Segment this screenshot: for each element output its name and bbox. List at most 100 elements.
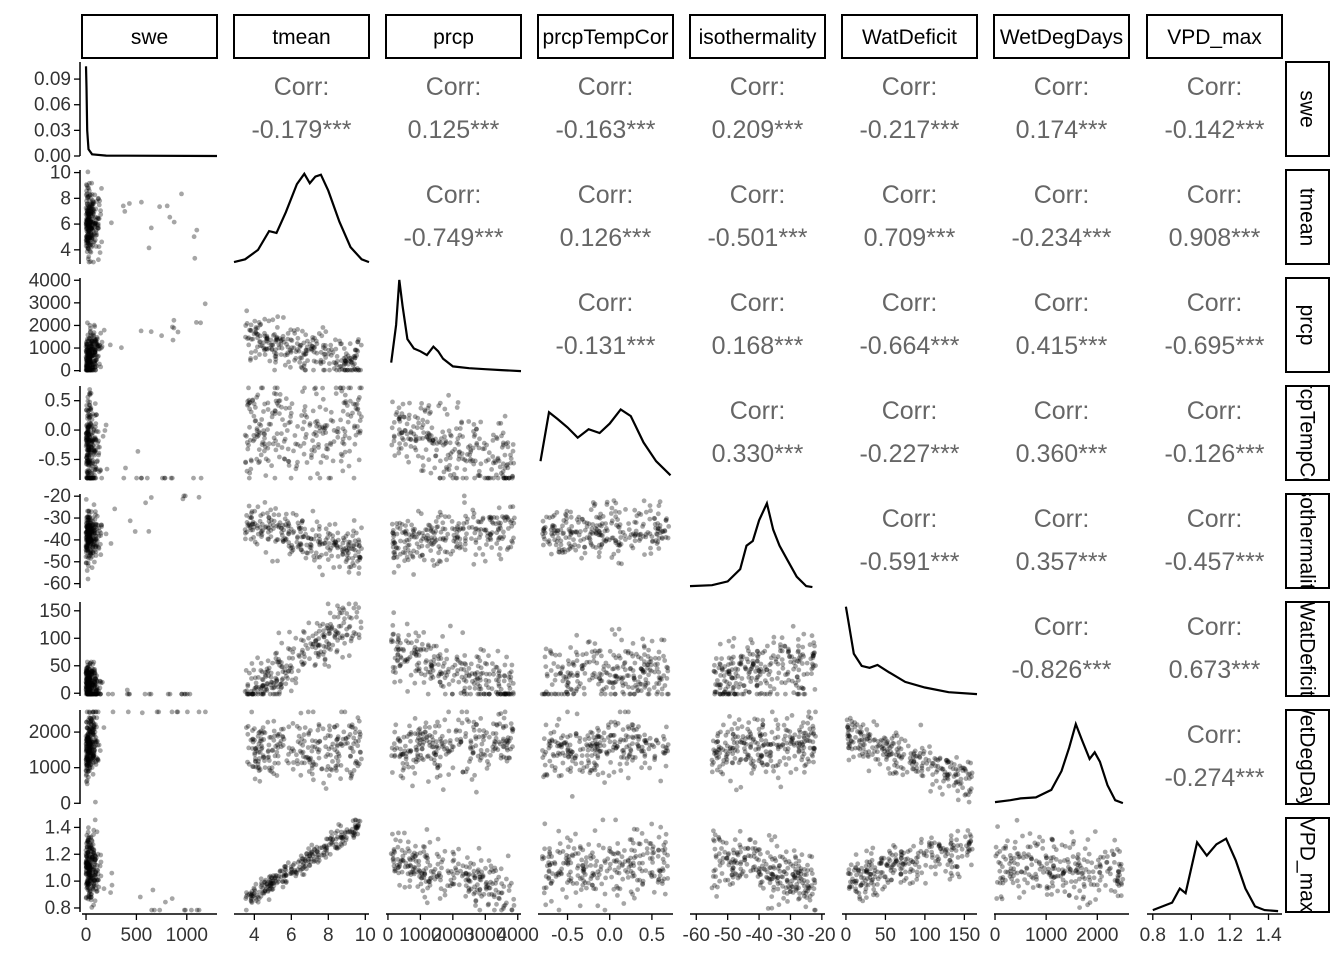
scatter-point — [96, 202, 102, 208]
scatter-point — [90, 362, 95, 367]
scatter-point — [426, 522, 431, 528]
scatter-point — [326, 664, 332, 669]
scatter-point — [85, 203, 91, 209]
scatter-point — [619, 637, 624, 643]
scatter-point — [582, 544, 587, 550]
scatter-point — [613, 540, 619, 546]
scatter-point — [630, 641, 636, 646]
scatter-point — [444, 656, 450, 662]
scatter-point — [302, 361, 307, 366]
scatter-point — [463, 535, 468, 541]
scatter-point — [629, 543, 634, 549]
scatter-point — [321, 634, 327, 640]
scatter-point — [568, 645, 573, 650]
scatter-point — [647, 516, 653, 522]
scatter-point — [475, 681, 481, 687]
scatter-point — [626, 684, 631, 690]
scatter-point — [408, 437, 414, 443]
scatter-point — [637, 674, 643, 680]
scatter-point — [462, 467, 468, 472]
scatter-point — [85, 222, 91, 228]
scatter-point — [95, 216, 101, 221]
scatter-point — [263, 550, 269, 555]
scatter-point — [198, 320, 204, 326]
scatter-point — [726, 655, 732, 661]
scatter-point — [738, 660, 744, 666]
scatter-point — [87, 208, 93, 214]
scatter-point — [654, 666, 660, 671]
scatter-point — [291, 448, 296, 454]
scatter-point — [554, 722, 560, 728]
scatter-point — [425, 642, 431, 648]
scatter-point — [396, 405, 402, 411]
scatter-point — [312, 557, 317, 563]
scatter-point — [84, 235, 90, 241]
scatter-point — [484, 766, 490, 771]
column-label-tmean: tmean — [272, 26, 330, 49]
density-curve-isothermality — [689, 500, 813, 589]
scatter-point — [84, 191, 90, 197]
scatter-point — [88, 223, 94, 229]
scatter-point — [97, 444, 102, 450]
scatter-point — [85, 348, 91, 354]
scatter-point — [196, 494, 202, 500]
corr-label-swe-prcptempcor: Corr: — [578, 73, 634, 101]
scatter-point — [466, 672, 472, 678]
scatter-point — [478, 531, 483, 537]
scatter-point — [642, 652, 647, 657]
strip-box-vpd-max — [1146, 14, 1283, 59]
scatter-point — [87, 240, 93, 246]
scatter-point — [323, 329, 329, 335]
scatter-point — [84, 234, 89, 240]
strip-box-isothermality — [689, 14, 826, 59]
scatter-point — [416, 420, 421, 426]
scatter-point — [611, 769, 617, 775]
scatter-point — [399, 435, 405, 441]
scatter-point — [86, 229, 92, 235]
corr-value-tmean-vpd-max: 0.908*** — [1169, 224, 1261, 252]
scatter-point — [609, 627, 615, 632]
scatter-point — [90, 207, 96, 212]
scatter-point — [271, 771, 277, 777]
scatter-point — [783, 691, 788, 697]
scatter-point — [341, 607, 347, 613]
scatter-point — [84, 223, 89, 228]
scatter-point — [730, 644, 736, 649]
scatter-point — [85, 338, 90, 344]
scatter-point — [750, 661, 756, 667]
scatter-point — [84, 208, 90, 213]
scatter-point — [491, 432, 496, 438]
scatter-point — [323, 526, 329, 532]
scatter-point — [486, 450, 492, 456]
scatter-point — [104, 466, 110, 472]
scatter-point — [780, 661, 786, 667]
scatter-point — [265, 458, 271, 464]
scatter-point — [430, 740, 436, 746]
scatter-point — [95, 221, 101, 227]
scatter-point — [89, 355, 94, 360]
scatter-point — [567, 742, 573, 748]
strip-box-prcp — [385, 14, 522, 59]
scatter-point — [303, 435, 308, 440]
scatter-point — [436, 662, 441, 667]
scatter-point — [415, 754, 421, 759]
scatter-point — [501, 678, 507, 684]
scatter-point — [169, 475, 175, 481]
scatter-point — [801, 672, 807, 677]
scatter-point — [315, 471, 320, 477]
scatter-point — [450, 548, 456, 554]
scatter-point — [273, 351, 279, 357]
corr-label-tmean-wetdegdays: Corr: — [1034, 181, 1090, 209]
strip-box-row-prcp — [1285, 277, 1330, 373]
scatter-point — [88, 523, 94, 529]
scatter-point — [745, 659, 751, 665]
scatter-point — [791, 666, 796, 672]
scatter-point — [468, 447, 474, 453]
scatter-point — [403, 756, 409, 762]
scatter-point — [389, 521, 395, 527]
scatter-point — [309, 763, 315, 768]
scatter-point — [95, 757, 101, 762]
scatter-point — [351, 605, 357, 611]
scatter-point — [258, 423, 264, 428]
scatter-point — [741, 683, 746, 689]
